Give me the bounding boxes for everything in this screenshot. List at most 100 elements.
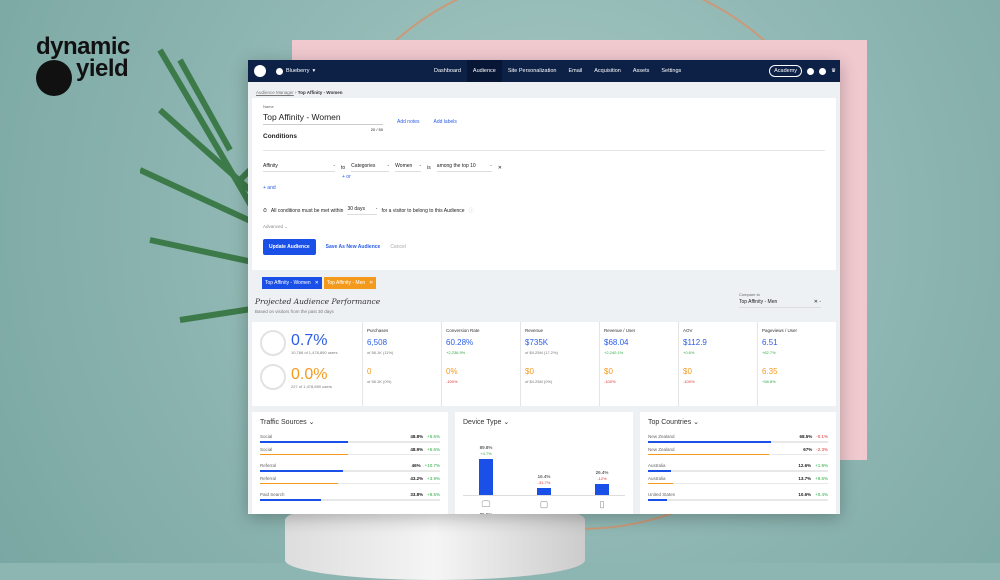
add-and-link[interactable]: + and xyxy=(263,185,276,191)
metric-sub-b: of $4.25M (0%) xyxy=(525,379,553,384)
bar-fill xyxy=(260,482,338,484)
add-labels-link[interactable]: Add labels xyxy=(433,119,457,125)
compare-label: Compare to xyxy=(739,292,760,297)
device-value: 26.4% xyxy=(595,470,609,476)
share-pct: 0.0% xyxy=(291,365,328,383)
share-ring xyxy=(260,364,286,390)
audience-chip[interactable]: Top Affinity - Women ✕ xyxy=(262,277,322,289)
metric-sub-b: -100% xyxy=(604,379,616,384)
site-selector[interactable]: Blueberry ▾ xyxy=(276,67,315,75)
to-label: to xyxy=(341,164,346,171)
bar-delta: +3.9% xyxy=(427,475,440,481)
add-notes-link[interactable]: Add notes xyxy=(397,119,420,125)
app-logo-icon[interactable] xyxy=(254,65,266,77)
compare-select[interactable]: Top Affinity - Men ✕ - xyxy=(739,299,821,308)
breadcrumb-parent[interactable]: Audience Manager xyxy=(256,90,294,95)
cancel-button[interactable]: Cancel xyxy=(390,244,406,250)
nav-item-assets[interactable]: Assets xyxy=(632,68,650,74)
bar-value: 46% xyxy=(411,463,421,468)
breadcrumb-current: Top Affinity - Women xyxy=(297,90,343,95)
nav-item-site-personalization[interactable]: Site Personalization xyxy=(507,68,557,74)
bar-values: 33.8% +9.5% xyxy=(410,492,440,497)
bar-name: Referral xyxy=(260,463,277,468)
crown-icon[interactable]: ♛ xyxy=(831,68,836,74)
bar-value: 43.2% xyxy=(410,475,424,481)
update-audience-button[interactable]: Update Audience xyxy=(263,239,316,255)
chip-remove-icon[interactable]: ✕ xyxy=(369,280,374,286)
char-count: 20 / 50 xyxy=(370,127,383,132)
bar-value: 67% xyxy=(803,446,813,452)
audience-chip[interactable]: Top Affinity - Men ✕ xyxy=(323,277,377,289)
device-value: 16.4% xyxy=(537,474,551,480)
bar-fill xyxy=(648,499,668,501)
name-input[interactable]: Top Affinity - Women xyxy=(263,112,383,125)
save-as-new-button[interactable]: Save As New Audience xyxy=(325,244,381,250)
metric-value-b: $0 xyxy=(683,367,692,376)
conditions-title: Conditions xyxy=(263,133,297,140)
remove-condition-icon[interactable]: ✕ xyxy=(497,164,502,171)
bar-delta: +9.5% xyxy=(427,492,440,497)
device-delta: -12% xyxy=(597,476,607,482)
bar-label-row: Australia 12.6% +1.9% xyxy=(648,463,828,468)
bar-track xyxy=(260,499,440,501)
timeframe-suffix: for a visitor to belong to this Audience xyxy=(381,207,465,214)
bar-values: 48.8% +6.5% xyxy=(410,434,440,439)
condition-operator-select[interactable]: among the top 10- xyxy=(436,163,492,172)
metric-label: Pageviews / User xyxy=(762,328,798,333)
top-countries-panel: Top Countries ⌄ New Zealand 68.5% -0.1% New … xyxy=(640,412,836,514)
bar-label-row: New Zealand 67% -2.3% xyxy=(648,447,828,452)
user-icon[interactable] xyxy=(807,67,815,75)
top-countries-title[interactable]: Top Countries ⌄ xyxy=(648,419,700,426)
metric-value-b: 0 xyxy=(367,367,372,376)
condition-field-select[interactable]: Affinity - xyxy=(263,163,335,172)
nav-item-acquisition[interactable]: Acquisition xyxy=(594,68,621,74)
bar-value: 48.9% xyxy=(410,446,424,452)
metric-value-a: 6.51 xyxy=(762,338,778,347)
metric-value-b: $0 xyxy=(604,367,613,376)
bar-name: Australia xyxy=(648,463,666,468)
info-icon[interactable]: ⓘ xyxy=(468,208,474,214)
condition-value-select[interactable]: Women - xyxy=(395,163,422,172)
metric-sub-b: of 58.1K (0%) xyxy=(367,379,392,384)
app-window: Blueberry ▾ Dashboard Audience Site Persona… xyxy=(248,60,840,514)
bar-label-row: Paid Search 33.8% +9.5% xyxy=(260,492,440,497)
device-value: 89.8% xyxy=(479,445,493,451)
bar-row: New Zealand 67% -2.3% xyxy=(648,447,828,455)
metric-label: Purchases xyxy=(367,328,389,333)
performance-subtitle: Based on visitors from the past 30 days xyxy=(255,309,334,314)
timer-icon: ⏱ xyxy=(263,207,267,214)
bar-label-row: New Zealand 68.5% -0.1% xyxy=(648,434,828,439)
bar-track xyxy=(260,453,440,455)
metric-value-a: $735K xyxy=(525,338,549,347)
timeframe-select[interactable]: 30 days - xyxy=(347,206,378,215)
traffic-sources-title[interactable]: Traffic Sources ⌄ xyxy=(260,419,315,426)
device-axis xyxy=(463,495,625,496)
bar-row: Australia 12.6% +1.9% xyxy=(648,463,828,472)
nav-item-settings[interactable]: Settings xyxy=(661,68,682,74)
bar-delta: +0.4% xyxy=(815,492,828,497)
bar-name: Referral xyxy=(260,475,277,481)
nav-item-email[interactable]: Email xyxy=(568,68,583,74)
device-type-title[interactable]: Device Type ⌄ xyxy=(463,419,510,426)
nav-item-dashboard[interactable]: Dashboard xyxy=(434,68,461,74)
help-icon[interactable] xyxy=(819,67,827,75)
bar-delta: +6.6% xyxy=(427,446,440,452)
device-delta: +4.7% xyxy=(480,451,492,457)
chip-remove-icon[interactable]: ✕ xyxy=(314,280,319,286)
bar-value: 12.6% xyxy=(798,463,812,468)
bar-label-row: Social 48.8% +6.5% xyxy=(260,434,440,439)
condition-type-select[interactable]: Categories - xyxy=(351,163,390,172)
bar-fill xyxy=(260,470,343,472)
add-or-link[interactable]: + or xyxy=(342,174,351,180)
metric-sub-a: of $4.25M (17.2%) xyxy=(525,350,558,355)
performance-title: Projected Audience Performance xyxy=(255,297,381,306)
timeframe-prefix: All conditions must be met within xyxy=(270,207,344,214)
site-name: Blueberry xyxy=(286,68,310,74)
advanced-toggle[interactable]: Advanced ⌄ xyxy=(263,224,289,229)
metric-sub-b: -100% xyxy=(446,379,458,384)
bar-delta: -0.1% xyxy=(816,434,828,439)
bar-fill xyxy=(648,453,769,455)
metric-sub-a: +0.6% xyxy=(683,350,695,355)
academy-button[interactable]: Academy xyxy=(769,65,803,77)
nav-item-audience[interactable]: Audience xyxy=(466,60,502,82)
